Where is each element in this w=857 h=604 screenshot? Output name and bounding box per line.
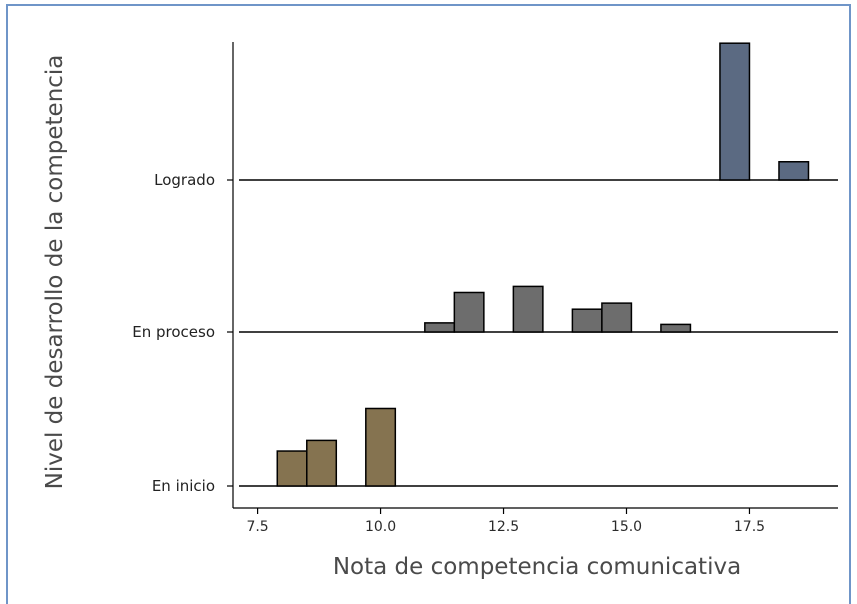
histogram-bar xyxy=(424,322,456,333)
axes xyxy=(232,42,838,509)
histogram-bar xyxy=(778,161,810,181)
x-axis-title: Nota de competencia comunicativa xyxy=(333,554,741,580)
histogram-bar xyxy=(276,450,308,487)
ridge-en-proceso xyxy=(239,285,838,333)
ridge-logrado xyxy=(239,42,838,181)
histogram-bar xyxy=(453,291,485,333)
histogram-bar xyxy=(601,302,633,333)
y-tick-label: Logrado xyxy=(154,171,215,189)
x-ticks: 7.5 10.0 12.5 15.0 17.5 xyxy=(246,508,765,535)
y-tick-label: En inicio xyxy=(152,477,215,495)
histogram-bar xyxy=(512,285,544,333)
histogram-bar xyxy=(365,407,397,487)
x-tick-label: 10.0 xyxy=(365,519,396,535)
histogram-bar xyxy=(660,323,692,333)
ridges xyxy=(239,42,838,487)
y-axis-title: Nivel de desarrollo de la competencia xyxy=(42,55,68,490)
y-ticks: En inicio En proceso Logrado xyxy=(132,171,233,495)
histogram-bar xyxy=(571,308,603,333)
y-tick-label: En proceso xyxy=(132,323,215,341)
x-tick-label: 7.5 xyxy=(246,519,268,535)
histogram-bar xyxy=(719,42,751,181)
ridge-en-inicio xyxy=(239,407,838,487)
histogram-bar xyxy=(306,439,338,487)
figure-frame xyxy=(6,4,851,604)
x-tick-label: 17.5 xyxy=(734,519,765,535)
x-tick-label: 15.0 xyxy=(611,519,642,535)
x-tick-label: 12.5 xyxy=(488,519,519,535)
